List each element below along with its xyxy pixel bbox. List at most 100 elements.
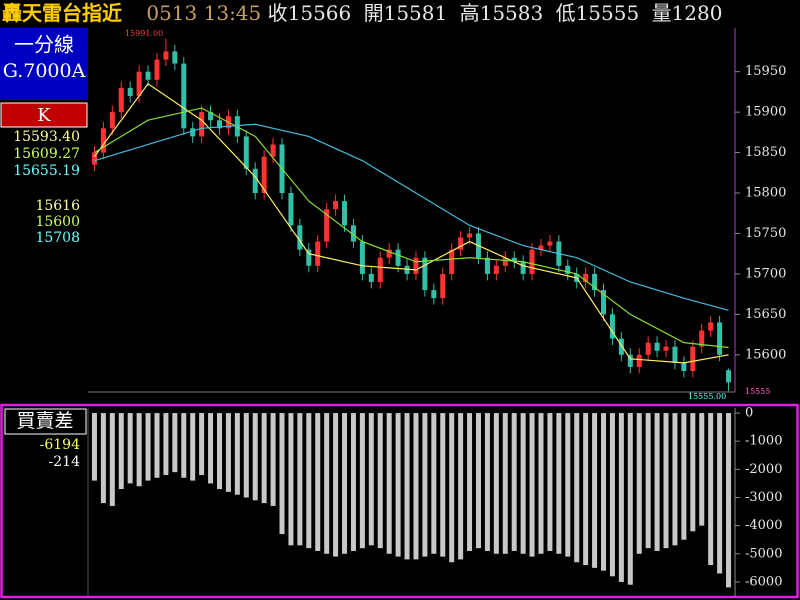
bar bbox=[413, 413, 419, 560]
bar bbox=[127, 413, 133, 484]
candle-body bbox=[413, 257, 419, 274]
candle-body bbox=[636, 354, 642, 367]
last-label: 15555 bbox=[745, 387, 770, 396]
bar bbox=[681, 413, 687, 540]
candle-body bbox=[484, 257, 490, 274]
candle-body bbox=[190, 128, 196, 137]
high-label: 15991.00 bbox=[125, 29, 163, 38]
y-tick-label: -5000 bbox=[745, 546, 782, 561]
candle-body bbox=[136, 71, 142, 96]
indicator-title: 買賣差 bbox=[16, 410, 73, 432]
bar bbox=[199, 413, 205, 475]
y-tick-label: 15850 bbox=[745, 145, 786, 160]
candle-body bbox=[315, 241, 321, 266]
bar bbox=[359, 413, 365, 549]
y-tick-label: 15900 bbox=[745, 105, 786, 120]
candle-body bbox=[493, 265, 499, 274]
candle-body bbox=[377, 257, 383, 282]
candle-body bbox=[252, 168, 258, 194]
candle-body bbox=[404, 265, 410, 274]
level-readout: 15616 bbox=[35, 198, 80, 214]
y-tick-label: 15750 bbox=[745, 226, 786, 241]
y-tick-label: 15700 bbox=[745, 266, 786, 281]
y-tick-label: -6000 bbox=[745, 574, 782, 589]
bar bbox=[690, 413, 696, 532]
candle-body bbox=[216, 120, 222, 129]
readout: -6194 bbox=[40, 437, 80, 453]
y-tick-label: -2000 bbox=[745, 462, 782, 477]
bar bbox=[484, 413, 490, 551]
candle-body bbox=[699, 330, 705, 347]
quote: 低15555 bbox=[556, 1, 640, 25]
readout: -214 bbox=[49, 454, 81, 470]
sub-panel bbox=[0, 403, 799, 599]
bar bbox=[288, 413, 294, 546]
candle-body bbox=[288, 193, 294, 226]
candle-body bbox=[467, 233, 473, 238]
level-readout: 15600 bbox=[35, 214, 80, 230]
candle-body bbox=[726, 370, 732, 383]
bar bbox=[654, 413, 660, 551]
bar bbox=[431, 413, 437, 554]
candle-body bbox=[333, 201, 339, 210]
bar bbox=[163, 413, 169, 475]
bar bbox=[609, 413, 615, 577]
bar bbox=[699, 413, 705, 526]
candle-body bbox=[592, 273, 598, 291]
candle-body bbox=[163, 51, 169, 60]
mode[interactable]: K bbox=[37, 105, 51, 126]
bar bbox=[511, 413, 517, 551]
bar bbox=[583, 413, 589, 566]
candle-body bbox=[520, 261, 526, 274]
candle-body bbox=[261, 156, 267, 194]
time: 0513 13:45 bbox=[146, 1, 261, 25]
level-readout: 15708 bbox=[35, 230, 80, 246]
candle-body bbox=[199, 112, 205, 137]
bar bbox=[449, 413, 455, 563]
candle-body bbox=[609, 314, 615, 339]
bar bbox=[645, 413, 651, 549]
candle-body bbox=[359, 241, 365, 274]
bar bbox=[475, 413, 481, 549]
ma-readout: 15593.40 bbox=[13, 129, 80, 145]
low-label: 15555.00 bbox=[688, 392, 726, 401]
y-tick-label: 15800 bbox=[745, 186, 786, 201]
candle-body bbox=[172, 51, 178, 64]
bar bbox=[592, 413, 598, 568]
candle-body bbox=[127, 87, 133, 96]
bar bbox=[547, 413, 553, 551]
bar bbox=[333, 413, 339, 557]
y-tick-label: 15950 bbox=[745, 64, 786, 79]
candle-body bbox=[529, 249, 535, 274]
y-tick-label: -3000 bbox=[745, 490, 782, 505]
bar bbox=[601, 413, 607, 571]
mode-box[interactable] bbox=[0, 102, 88, 128]
y-tick-label: 15600 bbox=[745, 347, 786, 362]
candle-body bbox=[368, 273, 374, 282]
bar bbox=[529, 413, 535, 557]
bar bbox=[422, 413, 428, 557]
y-tick-label: -1000 bbox=[745, 434, 782, 449]
bar bbox=[91, 413, 97, 481]
candle-body bbox=[717, 322, 723, 355]
bar bbox=[663, 413, 669, 549]
candle-body bbox=[208, 112, 214, 121]
moving-average bbox=[93, 82, 729, 364]
candle-body bbox=[324, 209, 330, 242]
bar bbox=[342, 413, 348, 554]
candle-body bbox=[109, 112, 115, 129]
ma-readout: 15655.19 bbox=[13, 163, 80, 179]
candle-body bbox=[654, 342, 660, 351]
bar bbox=[726, 413, 732, 588]
bar bbox=[574, 413, 580, 563]
bar bbox=[270, 413, 276, 506]
app-title: 轟天雷台指近 bbox=[2, 1, 122, 25]
candle-body bbox=[91, 152, 97, 165]
candle-body bbox=[645, 342, 651, 355]
bar bbox=[395, 413, 401, 557]
y-tick-label: -4000 bbox=[745, 518, 782, 533]
candle-body bbox=[243, 136, 249, 169]
candle-body bbox=[583, 273, 589, 282]
candle-body bbox=[672, 346, 678, 363]
bar bbox=[440, 413, 446, 557]
